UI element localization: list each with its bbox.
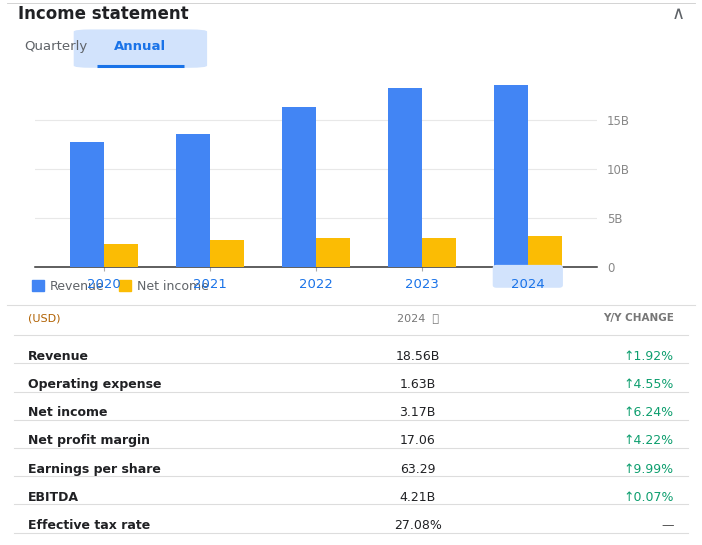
Bar bbox=[176, 134, 210, 267]
FancyBboxPatch shape bbox=[74, 29, 207, 68]
Text: 27.08%: 27.08% bbox=[394, 519, 442, 532]
Text: (USD): (USD) bbox=[28, 313, 60, 323]
Text: 4.21B: 4.21B bbox=[399, 491, 436, 504]
Text: Operating expense: Operating expense bbox=[28, 378, 161, 391]
Bar bbox=[528, 236, 562, 267]
Text: 2021: 2021 bbox=[193, 278, 227, 292]
Text: ↑4.55%: ↑4.55% bbox=[623, 378, 674, 391]
Text: EBITDA: EBITDA bbox=[28, 491, 79, 504]
Text: —: — bbox=[661, 519, 674, 532]
Text: ↑0.07%: ↑0.07% bbox=[623, 491, 674, 504]
Text: Income statement: Income statement bbox=[18, 4, 188, 23]
Text: Revenue: Revenue bbox=[28, 350, 89, 363]
Text: 2024: 2024 bbox=[511, 278, 545, 292]
Legend: Revenue, Net income: Revenue, Net income bbox=[27, 275, 214, 298]
Text: 18.56B: 18.56B bbox=[395, 350, 440, 363]
Text: ↑6.24%: ↑6.24% bbox=[624, 406, 674, 419]
Text: 3.17B: 3.17B bbox=[399, 406, 436, 419]
Text: 2020: 2020 bbox=[87, 278, 121, 292]
Text: ∧: ∧ bbox=[671, 4, 684, 23]
Text: ↑4.22%: ↑4.22% bbox=[624, 434, 674, 447]
Text: Effective tax rate: Effective tax rate bbox=[28, 519, 150, 532]
Text: 1.63B: 1.63B bbox=[399, 378, 436, 391]
Bar bbox=[104, 244, 138, 267]
Bar bbox=[70, 142, 104, 267]
Text: 2024  ⓘ: 2024 ⓘ bbox=[397, 313, 439, 323]
Text: 2023: 2023 bbox=[405, 278, 439, 292]
Bar bbox=[388, 88, 422, 267]
Text: 17.06: 17.06 bbox=[400, 434, 435, 447]
Bar bbox=[422, 238, 456, 267]
Text: Net profit margin: Net profit margin bbox=[28, 434, 150, 447]
Bar bbox=[316, 238, 350, 267]
Text: ↑9.99%: ↑9.99% bbox=[624, 463, 674, 476]
Text: Annual: Annual bbox=[114, 40, 166, 53]
Text: Quarterly: Quarterly bbox=[25, 40, 88, 53]
Bar bbox=[210, 240, 244, 267]
Text: 63.29: 63.29 bbox=[400, 463, 435, 476]
Text: Net income: Net income bbox=[28, 406, 107, 419]
Bar bbox=[282, 107, 316, 267]
Text: Earnings per share: Earnings per share bbox=[28, 463, 161, 476]
Text: ↑1.92%: ↑1.92% bbox=[624, 350, 674, 363]
Text: Y/Y CHANGE: Y/Y CHANGE bbox=[603, 313, 674, 323]
Bar bbox=[494, 85, 528, 267]
Text: 2022: 2022 bbox=[299, 278, 333, 292]
